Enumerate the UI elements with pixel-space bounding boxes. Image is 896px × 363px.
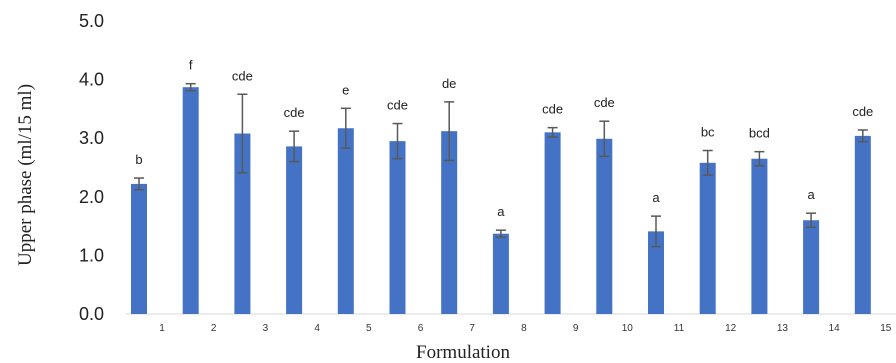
y-tick-label: 2.0	[79, 187, 104, 207]
significance-label: cde	[594, 95, 615, 110]
significance-label: bc	[701, 125, 715, 140]
x-tick-label: 3	[263, 323, 269, 334]
significance-label: a	[807, 187, 815, 202]
x-tick-label: 5	[366, 323, 372, 334]
significance-label: a	[652, 190, 660, 205]
x-tick-label: 1	[159, 323, 165, 334]
significance-label: cde	[284, 105, 305, 120]
significance-label: b	[135, 152, 142, 167]
significance-label: bcd	[749, 126, 770, 141]
x-tick-label: 12	[725, 323, 737, 334]
x-tick-label: 4	[314, 323, 320, 334]
bar	[751, 159, 767, 314]
y-tick-label: 1.0	[79, 245, 104, 265]
significance-label: cde	[852, 104, 873, 119]
significance-label: f	[189, 58, 193, 73]
bar	[183, 87, 199, 314]
y-axis-ticks: 0.0 1.0 2.0 3.0 4.0 5.0	[79, 11, 104, 324]
y-tick-label: 3.0	[79, 128, 104, 148]
x-tick-label: 15	[880, 323, 892, 334]
y-axis-title: Upper phase (ml/15 ml)	[15, 84, 36, 266]
significance-label: cde	[542, 102, 563, 117]
bar	[596, 139, 612, 314]
x-tick-label: 7	[469, 323, 475, 334]
bar	[286, 146, 302, 314]
y-tick-label: 5.0	[79, 11, 104, 31]
x-tick-label: 11	[674, 323, 685, 334]
bar	[545, 132, 561, 314]
y-tick-label: 4.0	[79, 70, 104, 90]
x-tick-label: 2	[211, 323, 217, 334]
y-tick-label: 0.0	[79, 304, 104, 324]
x-axis-ticks: 1 2 3 4 5 6 7 8 9 10 11 12 13 14 15	[159, 323, 892, 334]
x-tick-label: 9	[573, 323, 579, 334]
bar	[855, 136, 871, 314]
significance-label: de	[442, 76, 456, 91]
x-tick-label: 14	[829, 323, 841, 334]
bar	[493, 234, 509, 314]
x-axis-title: Formulation	[416, 342, 510, 363]
bar	[390, 141, 406, 314]
x-tick-label: 8	[521, 323, 527, 334]
bar	[131, 184, 147, 314]
significance-label: a	[497, 204, 505, 219]
x-tick-label: 13	[777, 323, 789, 334]
significance-label: e	[342, 82, 349, 97]
significance-label: cde	[232, 68, 253, 83]
bar	[338, 128, 354, 314]
bar	[803, 220, 819, 314]
x-tick-label: 10	[622, 323, 634, 334]
bar	[700, 163, 716, 314]
x-tick-label: 6	[418, 323, 424, 334]
significance-label: cde	[387, 98, 408, 113]
